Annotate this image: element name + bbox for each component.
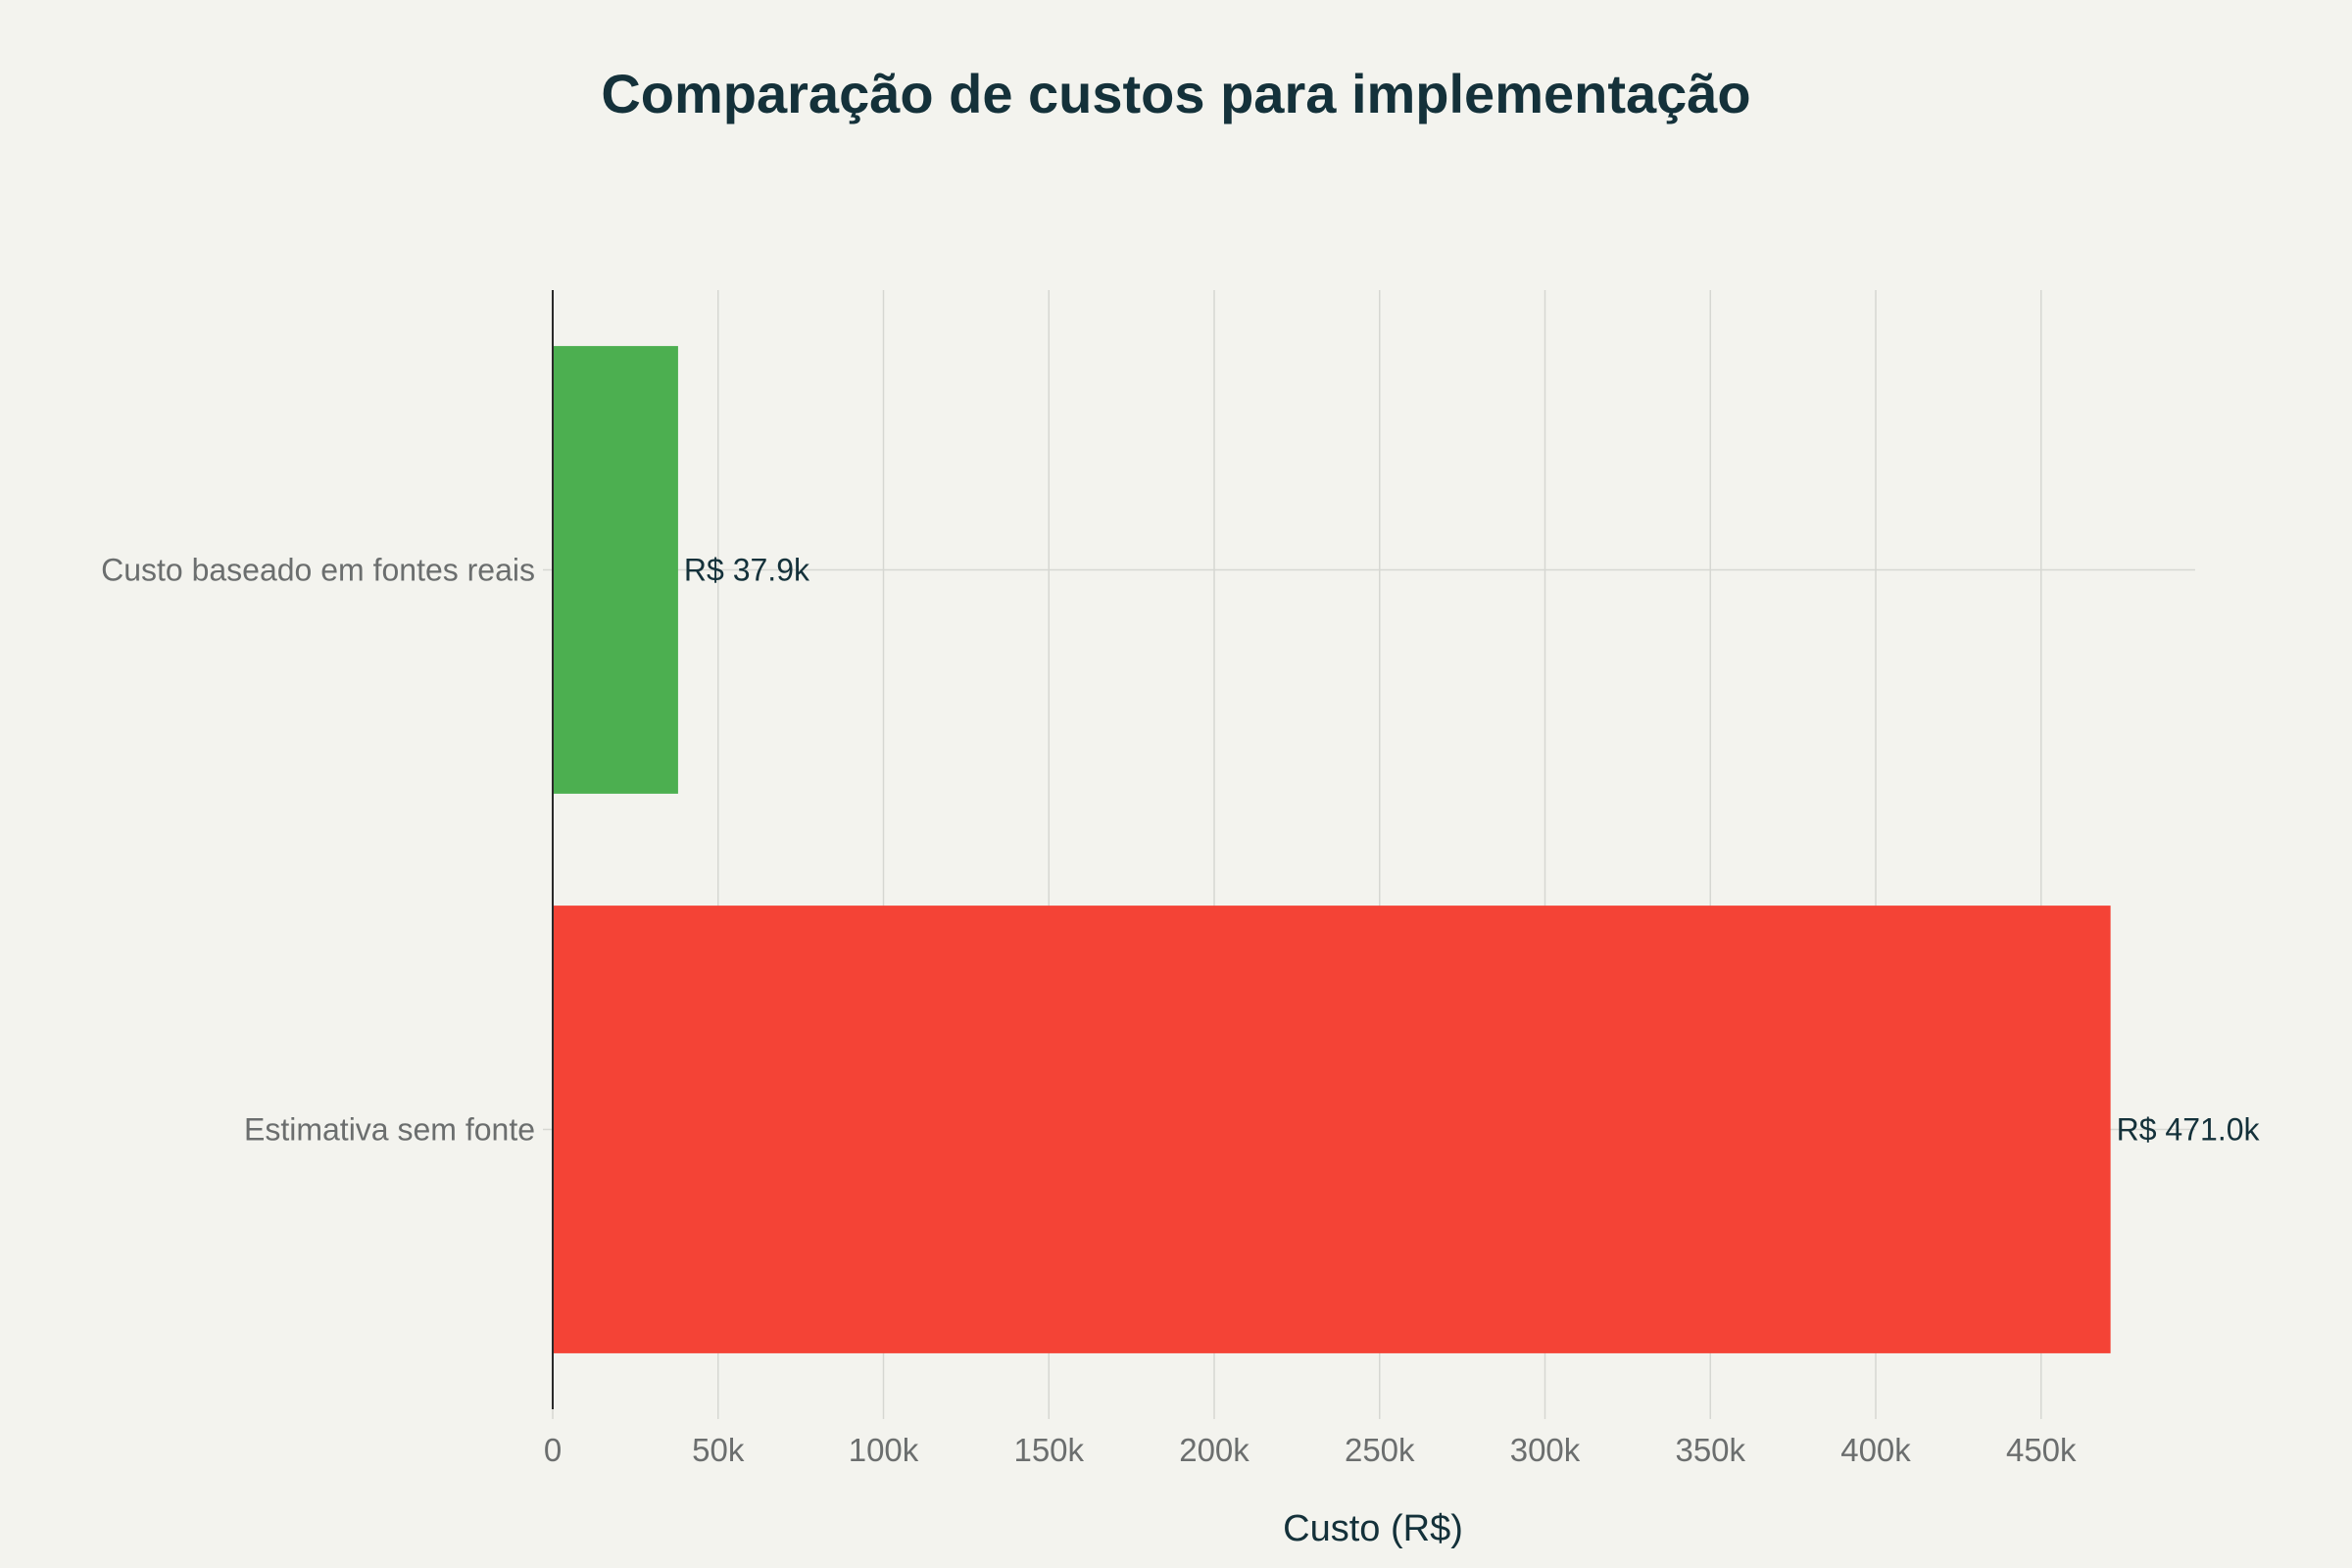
x-axis-title: Custo (R$): [1283, 1508, 1463, 1549]
category-label: Custo baseado em fontes reais: [101, 553, 535, 588]
x-tick-label: 50k: [692, 1432, 745, 1468]
axes: [543, 290, 2042, 1419]
x-tick-label: 250k: [1345, 1432, 1415, 1468]
x-tick-label: 200k: [1179, 1432, 1250, 1468]
data-label: R$ 471.0k: [2117, 1112, 2261, 1148]
labels: 0 50k 100k 150k 200k 250k 300k 350k 400k 450k Cust…: [101, 553, 2260, 1469]
x-tick-label: 150k: [1013, 1432, 1084, 1468]
chart-title: Comparação de custos para implementação: [601, 63, 1750, 124]
x-tick-label: 300k: [1510, 1432, 1581, 1468]
x-tick-label: 450k: [2006, 1432, 2077, 1468]
bar: [553, 346, 678, 794]
category-label: Estimativa sem fonte: [244, 1112, 535, 1148]
x-tick-label: 350k: [1675, 1432, 1745, 1468]
bars: [553, 346, 2111, 1353]
x-tick-label: 0: [544, 1432, 562, 1468]
x-tick-label: 100k: [849, 1432, 919, 1468]
x-tick-label: 400k: [1840, 1432, 1911, 1468]
bar: [553, 906, 2111, 1353]
data-label: R$ 37.9k: [684, 553, 810, 588]
